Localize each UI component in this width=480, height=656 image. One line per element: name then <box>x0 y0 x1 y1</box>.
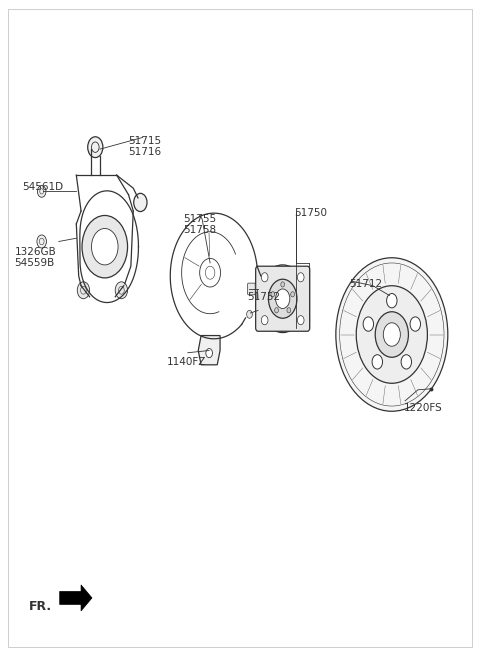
Circle shape <box>268 279 297 318</box>
Text: 51752: 51752 <box>247 292 280 302</box>
Circle shape <box>77 282 90 298</box>
Circle shape <box>298 316 304 325</box>
Circle shape <box>275 308 278 313</box>
Text: FR.: FR. <box>29 600 52 613</box>
Circle shape <box>261 316 268 325</box>
Text: 1220FS: 1220FS <box>404 403 443 413</box>
Circle shape <box>372 355 383 369</box>
Circle shape <box>92 228 118 265</box>
Text: 51712: 51712 <box>349 279 382 289</box>
Circle shape <box>401 355 411 369</box>
FancyBboxPatch shape <box>256 266 310 331</box>
Text: 1326GB
54559B: 1326GB 54559B <box>14 247 56 268</box>
Circle shape <box>291 292 295 297</box>
Circle shape <box>37 235 47 248</box>
Circle shape <box>384 323 400 346</box>
Circle shape <box>115 282 128 298</box>
Circle shape <box>386 293 397 308</box>
Circle shape <box>276 289 290 308</box>
Circle shape <box>37 186 46 197</box>
Circle shape <box>363 317 373 331</box>
Text: 51755
51758: 51755 51758 <box>183 214 216 236</box>
Circle shape <box>258 265 307 333</box>
Circle shape <box>356 286 427 383</box>
Circle shape <box>206 348 213 358</box>
Text: 54561D: 54561D <box>22 182 63 192</box>
Circle shape <box>88 136 103 157</box>
Text: 1140FZ: 1140FZ <box>167 358 206 367</box>
Circle shape <box>287 308 291 313</box>
Circle shape <box>247 310 252 318</box>
Text: 51750: 51750 <box>295 208 327 218</box>
Circle shape <box>336 258 448 411</box>
Circle shape <box>281 282 285 287</box>
Circle shape <box>375 312 408 358</box>
Polygon shape <box>60 585 92 611</box>
FancyBboxPatch shape <box>248 283 255 295</box>
Circle shape <box>82 215 128 278</box>
Polygon shape <box>198 336 220 365</box>
Circle shape <box>410 317 420 331</box>
Text: 51715
51716: 51715 51716 <box>129 136 162 157</box>
Circle shape <box>271 292 275 297</box>
Circle shape <box>298 273 304 282</box>
Circle shape <box>261 273 268 282</box>
Circle shape <box>134 194 147 212</box>
